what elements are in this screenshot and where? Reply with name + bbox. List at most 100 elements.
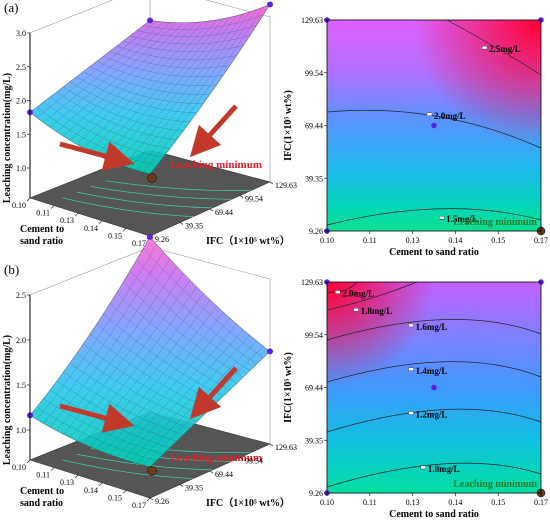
x-axis-label-line2: sand ratio [20, 236, 63, 247]
surface-mesh-line [103, 313, 224, 397]
z-axis-label: Leaching concentration(mg/L) [2, 335, 13, 465]
surface-mesh-line [123, 40, 244, 52]
y-tick-label: 39.35 [305, 174, 323, 183]
contour-label-box [426, 112, 433, 116]
x-tick-label: 0.10 [320, 236, 334, 245]
y-tick-mark [209, 470, 214, 474]
red-arrow [59, 141, 135, 171]
center-point-marker [431, 122, 437, 129]
surface-mesh-line [49, 96, 171, 149]
x-tick-label: 0.13 [60, 216, 74, 225]
surface-mesh-line [109, 50, 231, 69]
y-tick-label: 69.44 [305, 384, 323, 393]
surface-mesh-line [116, 292, 237, 384]
y-tick-label: 129.63 [301, 278, 323, 287]
floor-contour-line [62, 197, 194, 217]
surface-mesh-line [43, 101, 164, 158]
x-tick-label: 0.13 [60, 478, 74, 487]
leaching-minimum-label: Leaching minimum [453, 217, 537, 228]
surface-plot-a: Leaching minimum 1.0 1.5 2.0 2.5 3.0 Leaching … [2, 0, 297, 248]
z-tick-label: 2.0 [16, 336, 26, 345]
contour-line [326, 109, 542, 149]
x-axis-label: Cement to sand ratio [389, 247, 479, 258]
y-tick-mark [179, 484, 184, 487]
contour-level-label: 1.6mg/L [416, 322, 448, 332]
contour-label-box [408, 367, 414, 371]
y-axis-label: IFC（1×10⁵ wt%） [206, 496, 290, 509]
y-tick-label: 9.26 [155, 497, 169, 506]
contour-level-label: 2.5mg/L [489, 44, 521, 54]
floor-contour-line [62, 459, 194, 479]
x-tick-mark [74, 474, 79, 479]
red-arrow [59, 403, 135, 433]
contour-line [326, 281, 358, 293]
surface-mesh-line [69, 81, 191, 123]
design-point-marker [267, 1, 273, 8]
x-tick-label: 0.15 [491, 236, 505, 245]
surface-mesh-line [83, 343, 204, 416]
x-tick-label: 0.13 [406, 236, 420, 245]
y-tick-mark [239, 457, 244, 460]
surface-mesh-line [76, 353, 197, 423]
y-tick-label: 129.63 [301, 16, 323, 25]
floor-contour-line [105, 180, 251, 192]
x-tick-label: 0.11 [363, 498, 377, 507]
y-tick-label: 9.26 [309, 489, 323, 498]
red-arrow [189, 104, 238, 158]
x-tick-mark [122, 228, 127, 232]
y-tick-mark [239, 195, 244, 198]
surface-mesh-line [143, 248, 264, 358]
surface-mesh-line [116, 45, 237, 61]
contour-line [326, 408, 542, 433]
x-tick-label: 0.11 [363, 236, 377, 245]
contour-line [326, 462, 542, 488]
y-axis-label: IFC（1×10⁵ wt%） [206, 234, 290, 247]
y-tick-label: 99.54 [245, 195, 263, 204]
y-tick-label: 99.54 [305, 69, 323, 78]
x-tick-label: 0.13 [406, 498, 420, 507]
x-axis-label-line1: Cement to [20, 486, 64, 497]
x-tick-label: 0.10 [12, 201, 26, 210]
x-tick-mark [98, 482, 103, 487]
x-tick-label: 0.15 [108, 231, 122, 240]
contour-line [326, 281, 418, 311]
y-tick-label: 129.63 [275, 181, 297, 190]
y-tick-label: 69.44 [215, 470, 233, 479]
x-tick-label: 0.15 [491, 498, 505, 507]
y-tick-mark [149, 497, 154, 501]
x-tick-label: 0.11 [36, 471, 50, 480]
x-axis-label-line1: Cement to [20, 224, 64, 235]
contour-line [446, 19, 542, 76]
contour-level-label: 2.0mg/L [434, 111, 466, 121]
minimum-marker [147, 173, 157, 183]
x-tick-mark [146, 497, 151, 502]
surface-mesh-line [123, 281, 244, 378]
contour-level-label: 1.2mg/L [416, 410, 448, 420]
minimum-marker [147, 466, 157, 476]
contour-level-label: 1.5mg/L [446, 214, 478, 224]
center-point-marker [431, 384, 437, 391]
surface-plot-b: Leaching minimum 1.0 1.5 2.0 2.5 Leaching con… [2, 233, 297, 510]
x-tick-mark [98, 220, 103, 225]
surface-mesh-line [29, 415, 151, 468]
x-tick-label: 0.17 [132, 501, 146, 510]
leaching-minimum-label: Leaching minimum [170, 452, 262, 464]
surface-mesh-line [149, 4, 271, 23]
contour-line [326, 361, 542, 383]
y-tick-label: 69.44 [215, 208, 233, 217]
y-tick-mark [209, 208, 214, 212]
y-tick-label: 99.54 [305, 331, 323, 340]
surface-mesh-line [136, 25, 257, 37]
surface-mesh-line [76, 76, 197, 113]
z-tick-label: 2.5 [16, 291, 26, 300]
contour-label-box [438, 215, 445, 220]
contour-label-box [481, 45, 488, 50]
x-tick-label: 0.14 [448, 236, 462, 245]
floor-contour-line [76, 191, 213, 209]
surface-mesh-line [89, 66, 211, 95]
y-tick-label: 129.63 [275, 443, 297, 452]
z-tick-label: 2.5 [16, 63, 26, 72]
x-tick-label: 0.14 [84, 224, 98, 233]
